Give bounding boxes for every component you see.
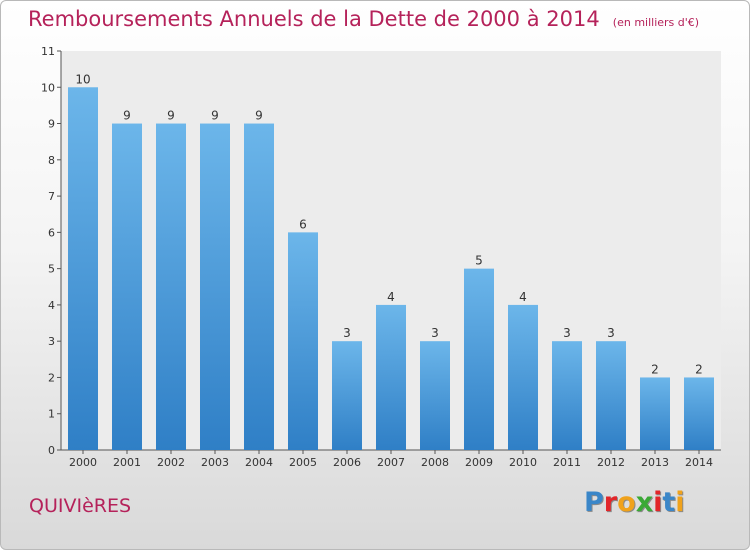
logo-letter: x <box>635 487 654 518</box>
bar-value-label: 2 <box>695 362 703 376</box>
logo-letter: P <box>584 487 604 518</box>
bar-value-label: 5 <box>475 254 483 268</box>
logo-letter: t <box>662 487 676 518</box>
bar-value-label: 3 <box>343 326 351 340</box>
bar-value-label: 10 <box>75 72 90 86</box>
bar-2012 <box>596 341 626 450</box>
y-tick-label: 4 <box>48 299 55 312</box>
bar-value-label: 3 <box>431 326 439 340</box>
bar-2014 <box>684 377 714 450</box>
y-tick-label: 11 <box>41 45 55 58</box>
bar-value-labels: 10 9 9 9 9 6 3 4 3 5 4 3 3 2 2 <box>75 72 702 376</box>
x-axis: 2000 2001 2002 2003 2004 2005 2006 2007 2008 2009… <box>61 449 721 469</box>
x-tick-label: 2007 <box>377 456 405 469</box>
x-tick-label: 2008 <box>421 456 449 469</box>
chart-unit: (en milliers d'€) <box>612 16 700 29</box>
bar-2000 <box>68 87 98 450</box>
bar-2004 <box>244 123 274 450</box>
bar-value-label: 4 <box>519 290 527 304</box>
bar-2009 <box>464 268 494 450</box>
x-tick-label: 2009 <box>465 456 493 469</box>
y-tick-label: 10 <box>41 81 55 94</box>
x-tick-label: 2010 <box>509 456 537 469</box>
x-tick-label: 2001 <box>113 456 141 469</box>
x-tick-label: 2006 <box>333 456 361 469</box>
bar-2002 <box>156 123 186 450</box>
bar-2008 <box>420 341 450 450</box>
title-row: Remboursements Annuels de la Dette de 20… <box>28 7 699 31</box>
y-tick-label: 6 <box>48 226 55 239</box>
bar-value-label: 9 <box>123 109 131 123</box>
bar-value-label: 9 <box>211 109 219 123</box>
x-tick-label: 2013 <box>641 456 669 469</box>
y-tick-label: 3 <box>48 335 55 348</box>
bar-value-label: 9 <box>255 109 263 123</box>
place-name: QUIVIèRES <box>29 495 132 517</box>
x-tick-label: 2005 <box>289 456 317 469</box>
x-tick-label: 2003 <box>201 456 229 469</box>
bar-2010 <box>508 304 538 450</box>
bars <box>68 87 714 450</box>
y-tick-label: 1 <box>48 408 55 421</box>
bar-value-label: 3 <box>607 326 615 340</box>
x-tick-label: 2014 <box>685 456 713 469</box>
x-tick-label: 2004 <box>245 456 273 469</box>
logo-letter: i <box>675 487 685 518</box>
proxiti-logo: Proxiti <box>584 487 685 518</box>
bar-2006 <box>332 341 362 450</box>
bar-value-label: 9 <box>167 109 175 123</box>
y-tick-label: 9 <box>48 118 55 131</box>
bar-2005 <box>288 232 318 450</box>
bar-value-label: 3 <box>563 326 571 340</box>
x-tick-label: 2011 <box>553 456 581 469</box>
y-tick-label: 5 <box>48 263 55 276</box>
x-tick-label: 2002 <box>157 456 185 469</box>
bar-2003 <box>200 123 230 450</box>
y-tick-label: 2 <box>48 371 55 384</box>
logo-letter: i <box>653 487 663 518</box>
bar-value-label: 6 <box>299 217 307 231</box>
x-tick-label: 2000 <box>69 456 97 469</box>
bar-2007 <box>376 304 406 450</box>
bar-2011 <box>552 341 582 450</box>
bar-value-label: 4 <box>387 290 395 304</box>
bar-2013 <box>640 377 670 450</box>
y-tick-label: 8 <box>48 154 55 167</box>
logo-letter: o <box>617 487 636 518</box>
y-tick-label: 7 <box>48 190 55 203</box>
y-axis: 0 1 2 3 4 5 6 7 8 9 10 11 <box>41 45 62 457</box>
chart-title: Remboursements Annuels de la Dette de 20… <box>28 7 600 31</box>
bar-2001 <box>112 123 142 450</box>
y-tick-label: 0 <box>48 444 55 457</box>
bar-value-label: 2 <box>651 362 659 376</box>
logo-letter: r <box>603 487 618 518</box>
x-tick-label: 2012 <box>597 456 625 469</box>
